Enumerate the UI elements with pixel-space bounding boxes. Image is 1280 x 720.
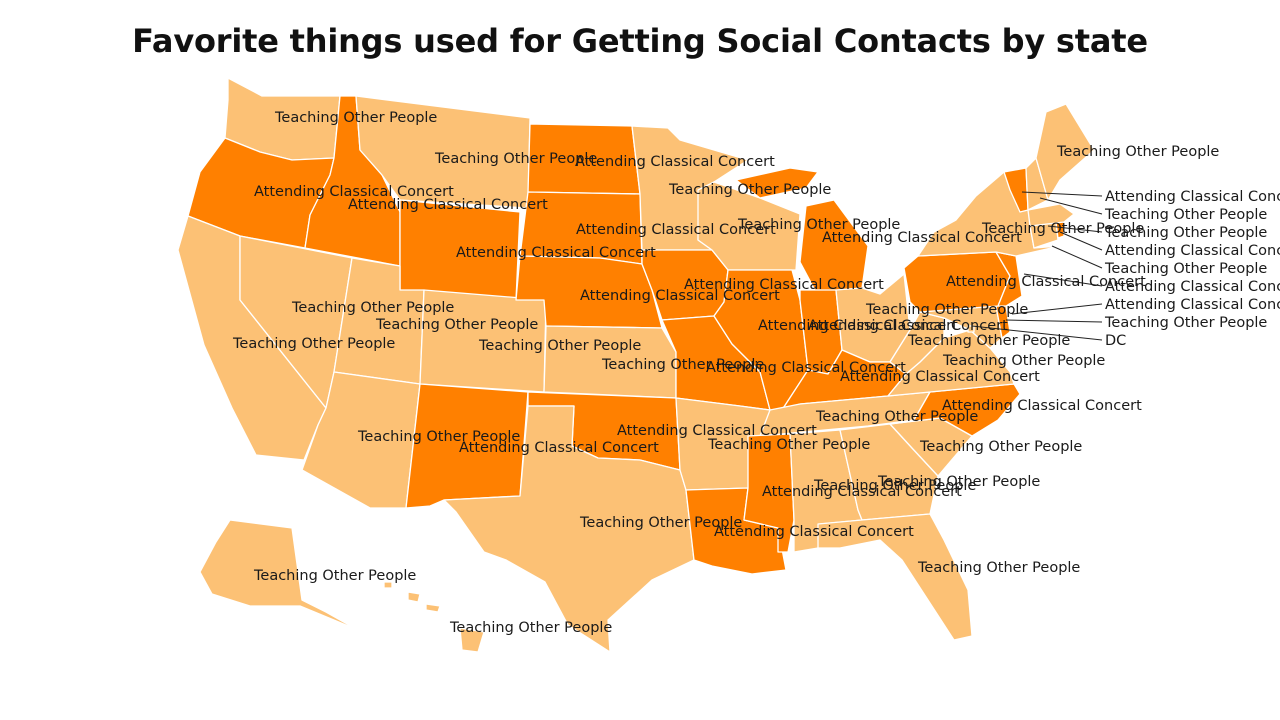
- label-MO: Attending Classical Concert: [706, 360, 906, 376]
- label-SC: Teaching Other People: [919, 439, 1082, 455]
- state-TX[interactable]: [443, 405, 695, 653]
- label-IA: Attending Classical Concert: [684, 277, 884, 293]
- map-title: Favorite things used for Getting Social …: [132, 22, 1148, 60]
- label-PA: Attending Classical Concert: [946, 274, 1146, 290]
- label-UT: Teaching Other People: [375, 317, 538, 333]
- label-MA: Teaching Other People: [1104, 225, 1267, 241]
- label-TX: Teaching Other People: [579, 515, 742, 531]
- label-WY: Attending Classical Concert: [456, 245, 656, 261]
- leader-lines: [971, 191, 1103, 341]
- label-AZ: Teaching Other People: [357, 429, 520, 445]
- label-WV: Teaching Other People: [907, 333, 1070, 349]
- label-OR: Attending Classical Concert: [254, 184, 454, 200]
- label-DE: Attending Classical Concert: [1105, 297, 1280, 313]
- label-NJ: Attending Classical Concert: [1105, 279, 1280, 295]
- state-HI[interactable]: [383, 581, 485, 653]
- label-LA: Attending Classical Concert: [714, 524, 914, 540]
- label-NV: Teaching Other People: [291, 300, 454, 316]
- label-MS: Attending Classical Concert: [762, 484, 962, 500]
- state-AK[interactable]: [199, 519, 359, 631]
- label-KY: Attending Classical Concert: [840, 369, 1040, 385]
- label-ND: Attending Classical Concert: [575, 154, 775, 170]
- label-IL: Attending Classical Concert: [758, 318, 958, 334]
- label-MT: Teaching Other People: [434, 151, 597, 167]
- state-MA[interactable]: [1027, 203, 1075, 227]
- label-IN: Attending Classical Concert: [808, 318, 1008, 334]
- label-KS: Teaching Other People: [601, 357, 764, 373]
- label-TN: Teaching Other People: [815, 409, 978, 425]
- label-MD: Teaching Other People: [1104, 315, 1267, 331]
- label-AL: Teaching Other People: [813, 478, 976, 494]
- state-FL[interactable]: [817, 513, 973, 641]
- label-FL: Teaching Other People: [917, 560, 1080, 576]
- label-OK: Attending Classical Concert: [617, 423, 817, 439]
- label-NY: Teaching Other People: [981, 221, 1144, 237]
- label-GA: Teaching Other People: [877, 474, 1040, 490]
- label-AR: Teaching Other People: [707, 437, 870, 453]
- label-VT: Attending Classical Concert: [1105, 189, 1280, 205]
- state-WV[interactable]: [889, 311, 945, 375]
- label-WA: Teaching Other People: [274, 110, 437, 126]
- label-ID: Attending Classical Concert: [348, 197, 548, 213]
- label-NM: Attending Classical Concert: [459, 440, 659, 456]
- label-OH: Teaching Other People: [865, 302, 1028, 318]
- state-labels: Teaching Other People Teaching Other Peo…: [232, 110, 1280, 636]
- label-WI: Teaching Other People: [737, 217, 900, 233]
- label-RI: Attending Classical Concert: [1105, 243, 1280, 259]
- label-CT: Teaching Other People: [1104, 261, 1267, 277]
- state-VT[interactable]: [1003, 167, 1029, 213]
- label-MI: Attending Classical Concert: [822, 230, 1022, 246]
- label-CO: Teaching Other People: [478, 338, 641, 354]
- label-VA: Teaching Other People: [942, 353, 1105, 369]
- label-CA: Teaching Other People: [232, 336, 395, 352]
- state-WI[interactable]: [697, 181, 801, 271]
- label-MN: Teaching Other People: [668, 182, 831, 198]
- label-ME: Teaching Other People: [1056, 144, 1219, 160]
- state-NC[interactable]: [889, 383, 1021, 437]
- label-AK: Teaching Other People: [253, 568, 416, 584]
- label-NC: Attending Classical Concert: [942, 398, 1142, 414]
- label-NH: Teaching Other People: [1104, 207, 1267, 223]
- states-layer: [177, 77, 1095, 653]
- label-NE: Attending Classical Concert: [580, 288, 780, 304]
- label-SD: Attending Classical Concert: [576, 222, 776, 238]
- label-DC: DC: [1105, 333, 1126, 349]
- label-HI: Teaching Other People: [449, 620, 612, 636]
